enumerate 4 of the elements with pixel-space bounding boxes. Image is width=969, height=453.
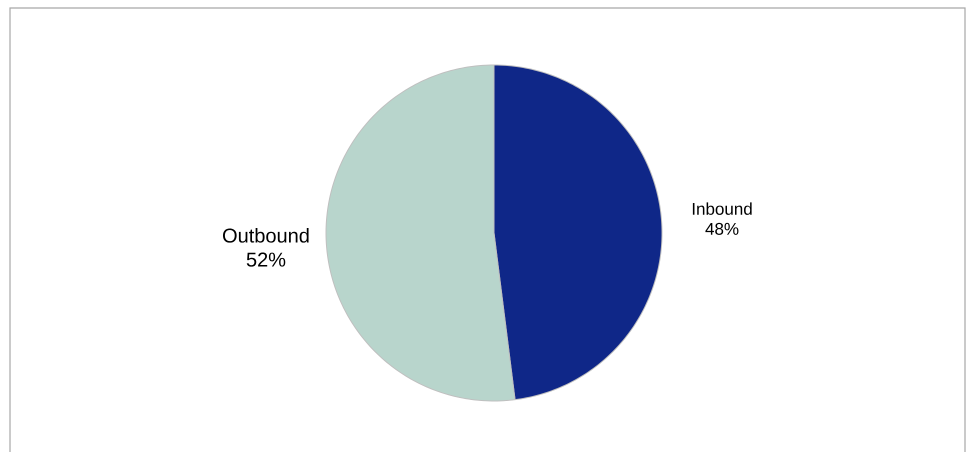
data-label: 52%	[246, 252, 286, 267]
slice-label: Outbound	[222, 228, 309, 243]
data-label: 48%	[705, 223, 738, 236]
slice-label: Inbound	[692, 202, 752, 216]
